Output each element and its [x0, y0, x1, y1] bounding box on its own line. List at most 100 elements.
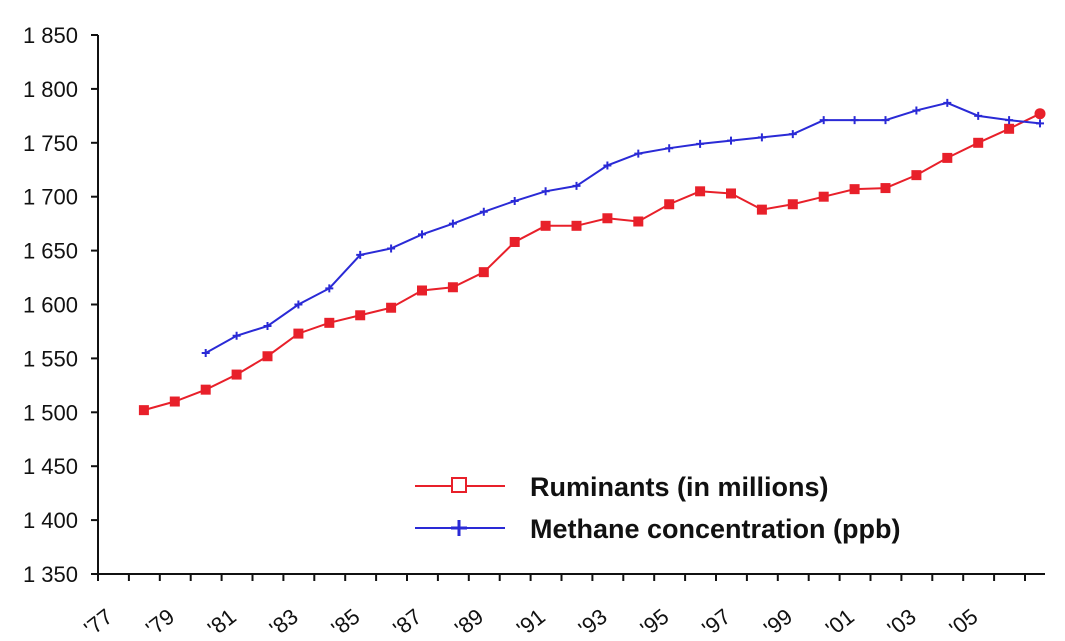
data-point: [138, 405, 149, 416]
data-point: [447, 282, 458, 293]
series-ruminants: [138, 108, 1046, 416]
data-point: [850, 116, 859, 125]
x-tick-label: '79: [141, 604, 179, 641]
legend-label-ruminants: Ruminants (in millions): [530, 472, 829, 502]
data-point: [169, 396, 180, 407]
x-tick-label: '89: [450, 604, 488, 641]
data-point: [478, 267, 489, 278]
data-point: [726, 188, 736, 199]
data-point: [849, 184, 860, 195]
data-point: [664, 199, 675, 210]
data-point: [293, 328, 304, 339]
data-point: [572, 181, 581, 190]
data-point: [417, 285, 427, 296]
y-tick-label: 1 350: [23, 562, 78, 587]
data-point: [1004, 123, 1015, 134]
data-point: [974, 111, 983, 120]
x-tick-label: '85: [327, 604, 365, 641]
data-point: [819, 116, 828, 125]
y-tick-label: 1 750: [23, 131, 78, 156]
x-tick-label: '93: [574, 604, 612, 641]
series-layer: [138, 98, 1046, 416]
legend-item-methane: Methane concentration (ppb): [415, 514, 901, 544]
x-tick-label: '05: [945, 604, 983, 641]
data-point: [911, 170, 922, 181]
data-point: [294, 300, 303, 309]
y-tick-label: 1 600: [23, 293, 78, 318]
data-point: [325, 284, 334, 293]
y-tick-label: 1 450: [23, 454, 78, 479]
data-point: [633, 216, 644, 227]
x-tick-label: '83: [265, 604, 303, 641]
y-tick-label: 1 700: [23, 185, 78, 210]
legend-item-ruminants: Ruminants (in millions): [415, 472, 829, 502]
data-point: [603, 161, 612, 170]
data-point: [479, 207, 488, 216]
y-tick-label: 1 800: [23, 77, 78, 102]
x-tick-label: '77: [79, 604, 117, 641]
series-line: [205, 101, 1041, 354]
data-point: [943, 98, 952, 107]
x-tick-label: '99: [759, 604, 797, 641]
data-point: [201, 349, 210, 358]
series-line: [143, 112, 1041, 412]
data-point: [418, 230, 426, 239]
data-point: [263, 322, 272, 331]
data-point: [355, 310, 366, 321]
legend-marker-square-icon: [451, 477, 467, 493]
y-tick-label: 1 550: [23, 346, 78, 371]
data-point: [232, 331, 241, 340]
y-tick-label: 1 650: [23, 239, 78, 264]
data-point: [695, 186, 706, 197]
x-tick-label: '95: [636, 604, 674, 641]
data-point: [756, 204, 767, 215]
data-point: [541, 187, 550, 196]
y-tick-label: 1 850: [23, 23, 78, 48]
y-tick-label: 1 500: [23, 400, 78, 425]
data-point: [880, 183, 891, 194]
data-point: [200, 384, 211, 395]
x-tick-label: '01: [821, 604, 859, 641]
data-point: [602, 213, 613, 224]
x-tick-label: '97: [697, 604, 735, 641]
data-point: [787, 199, 798, 210]
data-point: [387, 244, 396, 253]
data-point: [788, 130, 797, 139]
data-point: [571, 220, 582, 231]
data-point: [881, 116, 890, 125]
data-point: [231, 369, 242, 380]
x-tick-label: '87: [388, 604, 426, 641]
data-point: [818, 191, 829, 202]
data-point: [324, 317, 335, 328]
series-methane: [201, 98, 1044, 358]
data-point: [448, 219, 457, 228]
x-tick-label: '91: [512, 604, 550, 641]
legend-label-methane: Methane concentration (ppb): [530, 514, 901, 544]
data-point: [356, 250, 365, 259]
data-point: [1005, 116, 1014, 125]
y-axis-ticks: 1 350 1 400 1 450 1 500 1 550 1 600 1 650 1 700…: [23, 23, 98, 587]
data-point: [386, 302, 397, 313]
data-point: [634, 149, 643, 158]
data-point: [262, 351, 273, 362]
data-point: [1034, 108, 1046, 120]
data-point: [912, 106, 921, 115]
data-point: [696, 139, 705, 148]
legend: Ruminants (in millions) Methane concentr…: [415, 472, 901, 544]
legend-marker-plus-icon: [451, 520, 467, 536]
data-point: [973, 137, 984, 148]
data-point: [757, 133, 766, 142]
x-axis-ticks: '77 '79 '81 '83 '85 '87 '89 '91 '93 '95 '97 '99 '01 '…: [79, 574, 1026, 641]
x-tick-label: '03: [883, 604, 921, 641]
data-point: [510, 197, 519, 206]
data-point: [727, 136, 735, 145]
data-point: [665, 144, 674, 153]
data-point: [509, 236, 520, 247]
x-tick-label: '81: [203, 604, 241, 641]
y-tick-label: 1 400: [23, 508, 78, 533]
data-point: [1036, 119, 1044, 128]
data-point: [942, 152, 953, 163]
data-point: [540, 220, 551, 231]
